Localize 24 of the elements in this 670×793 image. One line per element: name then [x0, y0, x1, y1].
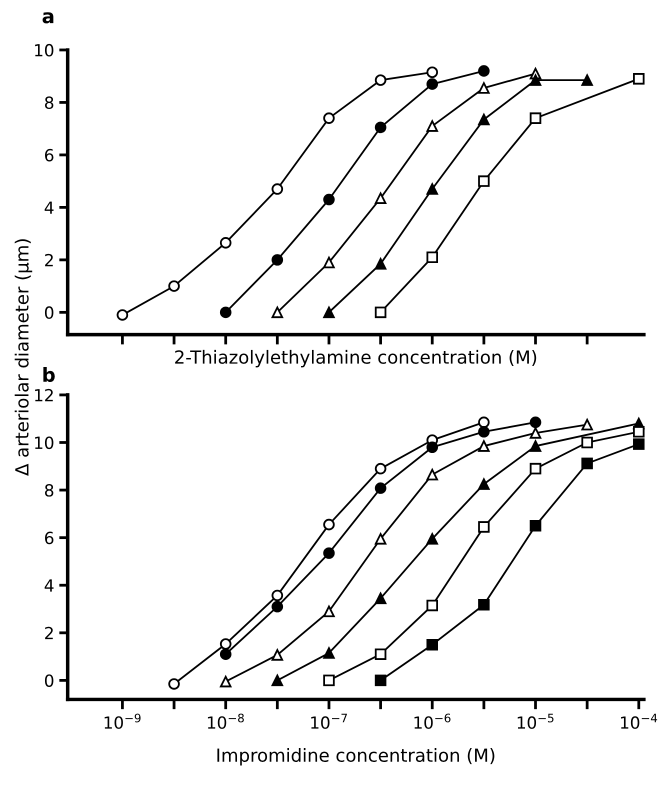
- y-tick-label: 6: [45, 148, 54, 162]
- y-tick-label: 4: [44, 579, 54, 592]
- chart-title: b: [43, 366, 55, 382]
- y-axis-title: Δ arteriolar diameter (μm): [14, 239, 32, 476]
- y-tick-label: 12: [35, 388, 53, 402]
- y-tick-label: 0: [44, 674, 54, 687]
- y-tick-label: 8: [45, 484, 54, 497]
- y-tick-label: 2: [45, 626, 53, 640]
- y-tick-label: 6: [45, 532, 54, 544]
- y-tick-label: 8: [45, 96, 54, 110]
- x-tick-label: 10$^{−8}$: [208, 714, 244, 729]
- x-tick-label: 10$^{−6}$: [414, 714, 450, 729]
- chart-title: a: [42, 12, 54, 24]
- y-tick-label: 2: [45, 254, 53, 266]
- x-tick-label: 10$^{−5}$: [518, 714, 554, 729]
- y-tick-label: 4: [44, 202, 54, 214]
- x-tick-label: 10$^{−9}$: [104, 714, 141, 729]
- y-tick-label: 10: [35, 44, 54, 57]
- x-axis-title: 2-Thiazolylethylamine concentration (M): [175, 350, 536, 368]
- x-tick-label: 10$^{−7}$: [311, 714, 347, 729]
- x-tick-label: 10$^{−4}$: [621, 714, 658, 729]
- x-axis-title: Impromidine concentration (M): [217, 748, 494, 766]
- y-tick-label: 0: [44, 306, 54, 319]
- y-tick-label: 10: [35, 436, 54, 450]
